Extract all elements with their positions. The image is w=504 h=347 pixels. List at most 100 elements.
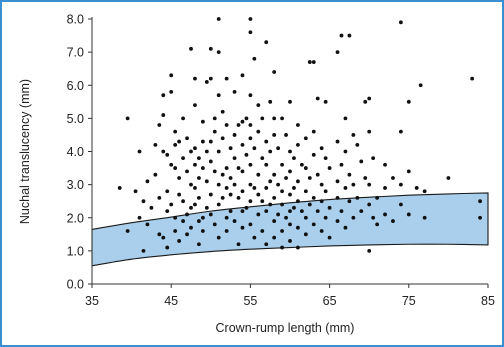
data-point <box>189 182 193 187</box>
data-point <box>383 186 387 190</box>
data-point <box>280 229 284 233</box>
data-point <box>260 116 265 121</box>
data-point <box>272 133 277 137</box>
data-point <box>232 182 237 187</box>
data-point <box>157 123 162 127</box>
data-point <box>224 123 229 127</box>
data-point <box>339 209 344 214</box>
data-point <box>256 103 261 108</box>
data-point <box>240 209 245 214</box>
data-point <box>343 186 348 190</box>
data-point <box>264 139 269 144</box>
data-point <box>244 116 249 121</box>
data-point <box>319 182 324 187</box>
data-point <box>303 189 308 194</box>
data-point <box>173 166 178 170</box>
data-point <box>252 56 257 61</box>
data-point <box>224 215 229 220</box>
data-point <box>181 219 185 223</box>
data-point <box>335 195 340 200</box>
y-tick-label: 1.0 <box>67 244 84 258</box>
data-point <box>303 232 308 237</box>
y-tick-label: 3.0 <box>67 178 84 192</box>
data-point <box>375 222 380 227</box>
data-point <box>244 152 249 157</box>
data-point <box>303 215 308 220</box>
data-point <box>296 245 300 250</box>
data-point <box>200 215 205 220</box>
data-point <box>351 182 356 187</box>
data-point <box>383 162 387 167</box>
data-point <box>248 17 253 21</box>
data-point <box>232 89 237 94</box>
data-point <box>212 169 217 174</box>
x-tick-label: 45 <box>164 294 178 308</box>
data-point <box>212 129 217 134</box>
data-point <box>276 212 281 217</box>
data-point <box>288 209 292 214</box>
data-point <box>398 129 403 134</box>
data-point <box>248 182 253 187</box>
data-point <box>264 186 269 190</box>
data-point <box>177 176 182 180</box>
data-point <box>173 129 178 134</box>
data-point <box>197 176 201 180</box>
y-tick-label: 0.0 <box>67 278 84 292</box>
data-point <box>117 186 122 190</box>
data-point <box>256 172 261 177</box>
x-tick-label: 85 <box>481 294 495 308</box>
data-point <box>256 129 261 134</box>
data-point <box>252 146 257 151</box>
data-point <box>216 50 221 55</box>
data-point <box>272 70 277 74</box>
data-point <box>418 83 423 88</box>
data-point <box>296 142 300 147</box>
data-point <box>157 195 162 200</box>
data-point <box>264 162 269 167</box>
data-point <box>240 189 245 194</box>
data-point <box>220 195 225 200</box>
data-point <box>248 123 253 127</box>
data-point <box>193 76 197 81</box>
data-point <box>177 192 182 197</box>
data-point <box>204 80 209 84</box>
data-point <box>212 222 217 227</box>
data-point <box>125 229 130 233</box>
data-point <box>157 232 162 237</box>
data-point <box>367 129 372 134</box>
data-point <box>204 179 209 184</box>
data-point <box>141 199 146 204</box>
data-point <box>268 179 273 184</box>
data-point <box>355 142 360 147</box>
data-point <box>204 205 209 210</box>
data-point <box>422 215 427 220</box>
data-point <box>343 116 348 121</box>
y-tick-label: 8.0 <box>67 13 84 27</box>
data-point <box>240 73 245 78</box>
data-point <box>359 159 364 164</box>
data-point <box>288 149 292 154</box>
data-point <box>145 222 150 227</box>
data-point <box>339 33 344 38</box>
data-point <box>189 205 193 210</box>
data-point <box>311 152 316 157</box>
data-point <box>470 76 475 81</box>
data-point <box>173 142 178 147</box>
data-point <box>240 119 245 124</box>
data-point <box>165 245 170 250</box>
data-point <box>351 133 356 137</box>
data-point <box>288 192 292 197</box>
data-point <box>165 189 170 194</box>
data-point <box>228 176 233 180</box>
data-point <box>228 209 233 214</box>
data-point <box>398 20 403 25</box>
reference-band <box>91 192 489 267</box>
data-point <box>391 176 395 180</box>
data-point <box>216 17 221 21</box>
x-tick-label: 65 <box>323 294 337 308</box>
data-point <box>339 162 344 167</box>
data-point <box>185 169 189 174</box>
data-point <box>200 229 205 233</box>
data-point <box>296 123 300 127</box>
data-point <box>165 209 170 214</box>
